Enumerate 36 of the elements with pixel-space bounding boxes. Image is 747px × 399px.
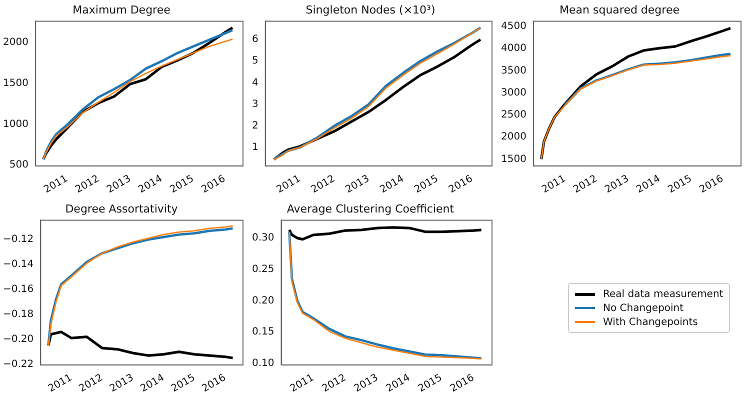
y-tick-label: 1000 (2, 118, 28, 130)
y-tick-label: 0.20 (252, 295, 274, 306)
y-tick-label: 2500 (500, 110, 526, 121)
y-tick-label: 0.30 (252, 232, 274, 244)
y-tick-label: −0.20 (2, 334, 34, 345)
chart-title: Degree Assortativity (65, 202, 178, 216)
y-tick-label: 5 (252, 56, 258, 67)
y-tick-label: −0.22 (2, 358, 34, 370)
legend-label: With Changepoints (603, 316, 698, 328)
y-tick-label: −0.12 (2, 234, 34, 246)
y-tick-label: 0.25 (252, 264, 274, 275)
y-tick-label: 2000 (2, 37, 28, 48)
y-tick-label: 1500 (2, 78, 28, 89)
y-tick-label: 2 (252, 120, 258, 132)
chart-title: Maximum Degree (72, 3, 171, 16)
y-tick-label: 3 (252, 98, 258, 110)
chart-title: Average Clustering Coefficient (286, 202, 455, 216)
y-tick-label: 6 (252, 34, 258, 46)
chart-title: Singleton Nodes (×10³) (306, 3, 436, 16)
y-tick-label: 4000 (500, 43, 526, 54)
y-tick-label: 0.15 (252, 326, 274, 338)
y-tick-label: −0.16 (2, 284, 34, 296)
legend-label: Real data measurement (603, 288, 724, 300)
y-tick-label: 2000 (500, 132, 526, 143)
y-tick-label: −0.14 (2, 259, 34, 270)
legend-label: No Changepoint (603, 302, 684, 314)
y-tick-label: 0.10 (252, 358, 274, 369)
y-tick-label: 3000 (500, 87, 526, 98)
y-tick-label: −0.18 (2, 308, 34, 320)
y-tick-label: 1500 (500, 154, 526, 165)
chart-title: Mean squared degree (560, 3, 680, 16)
y-tick-label: 500 (9, 160, 28, 171)
y-tick-label: 4 (252, 77, 258, 88)
y-tick-label: 4500 (500, 21, 526, 32)
y-tick-label: 1 (252, 142, 258, 154)
y-tick-label: 3500 (500, 65, 526, 76)
